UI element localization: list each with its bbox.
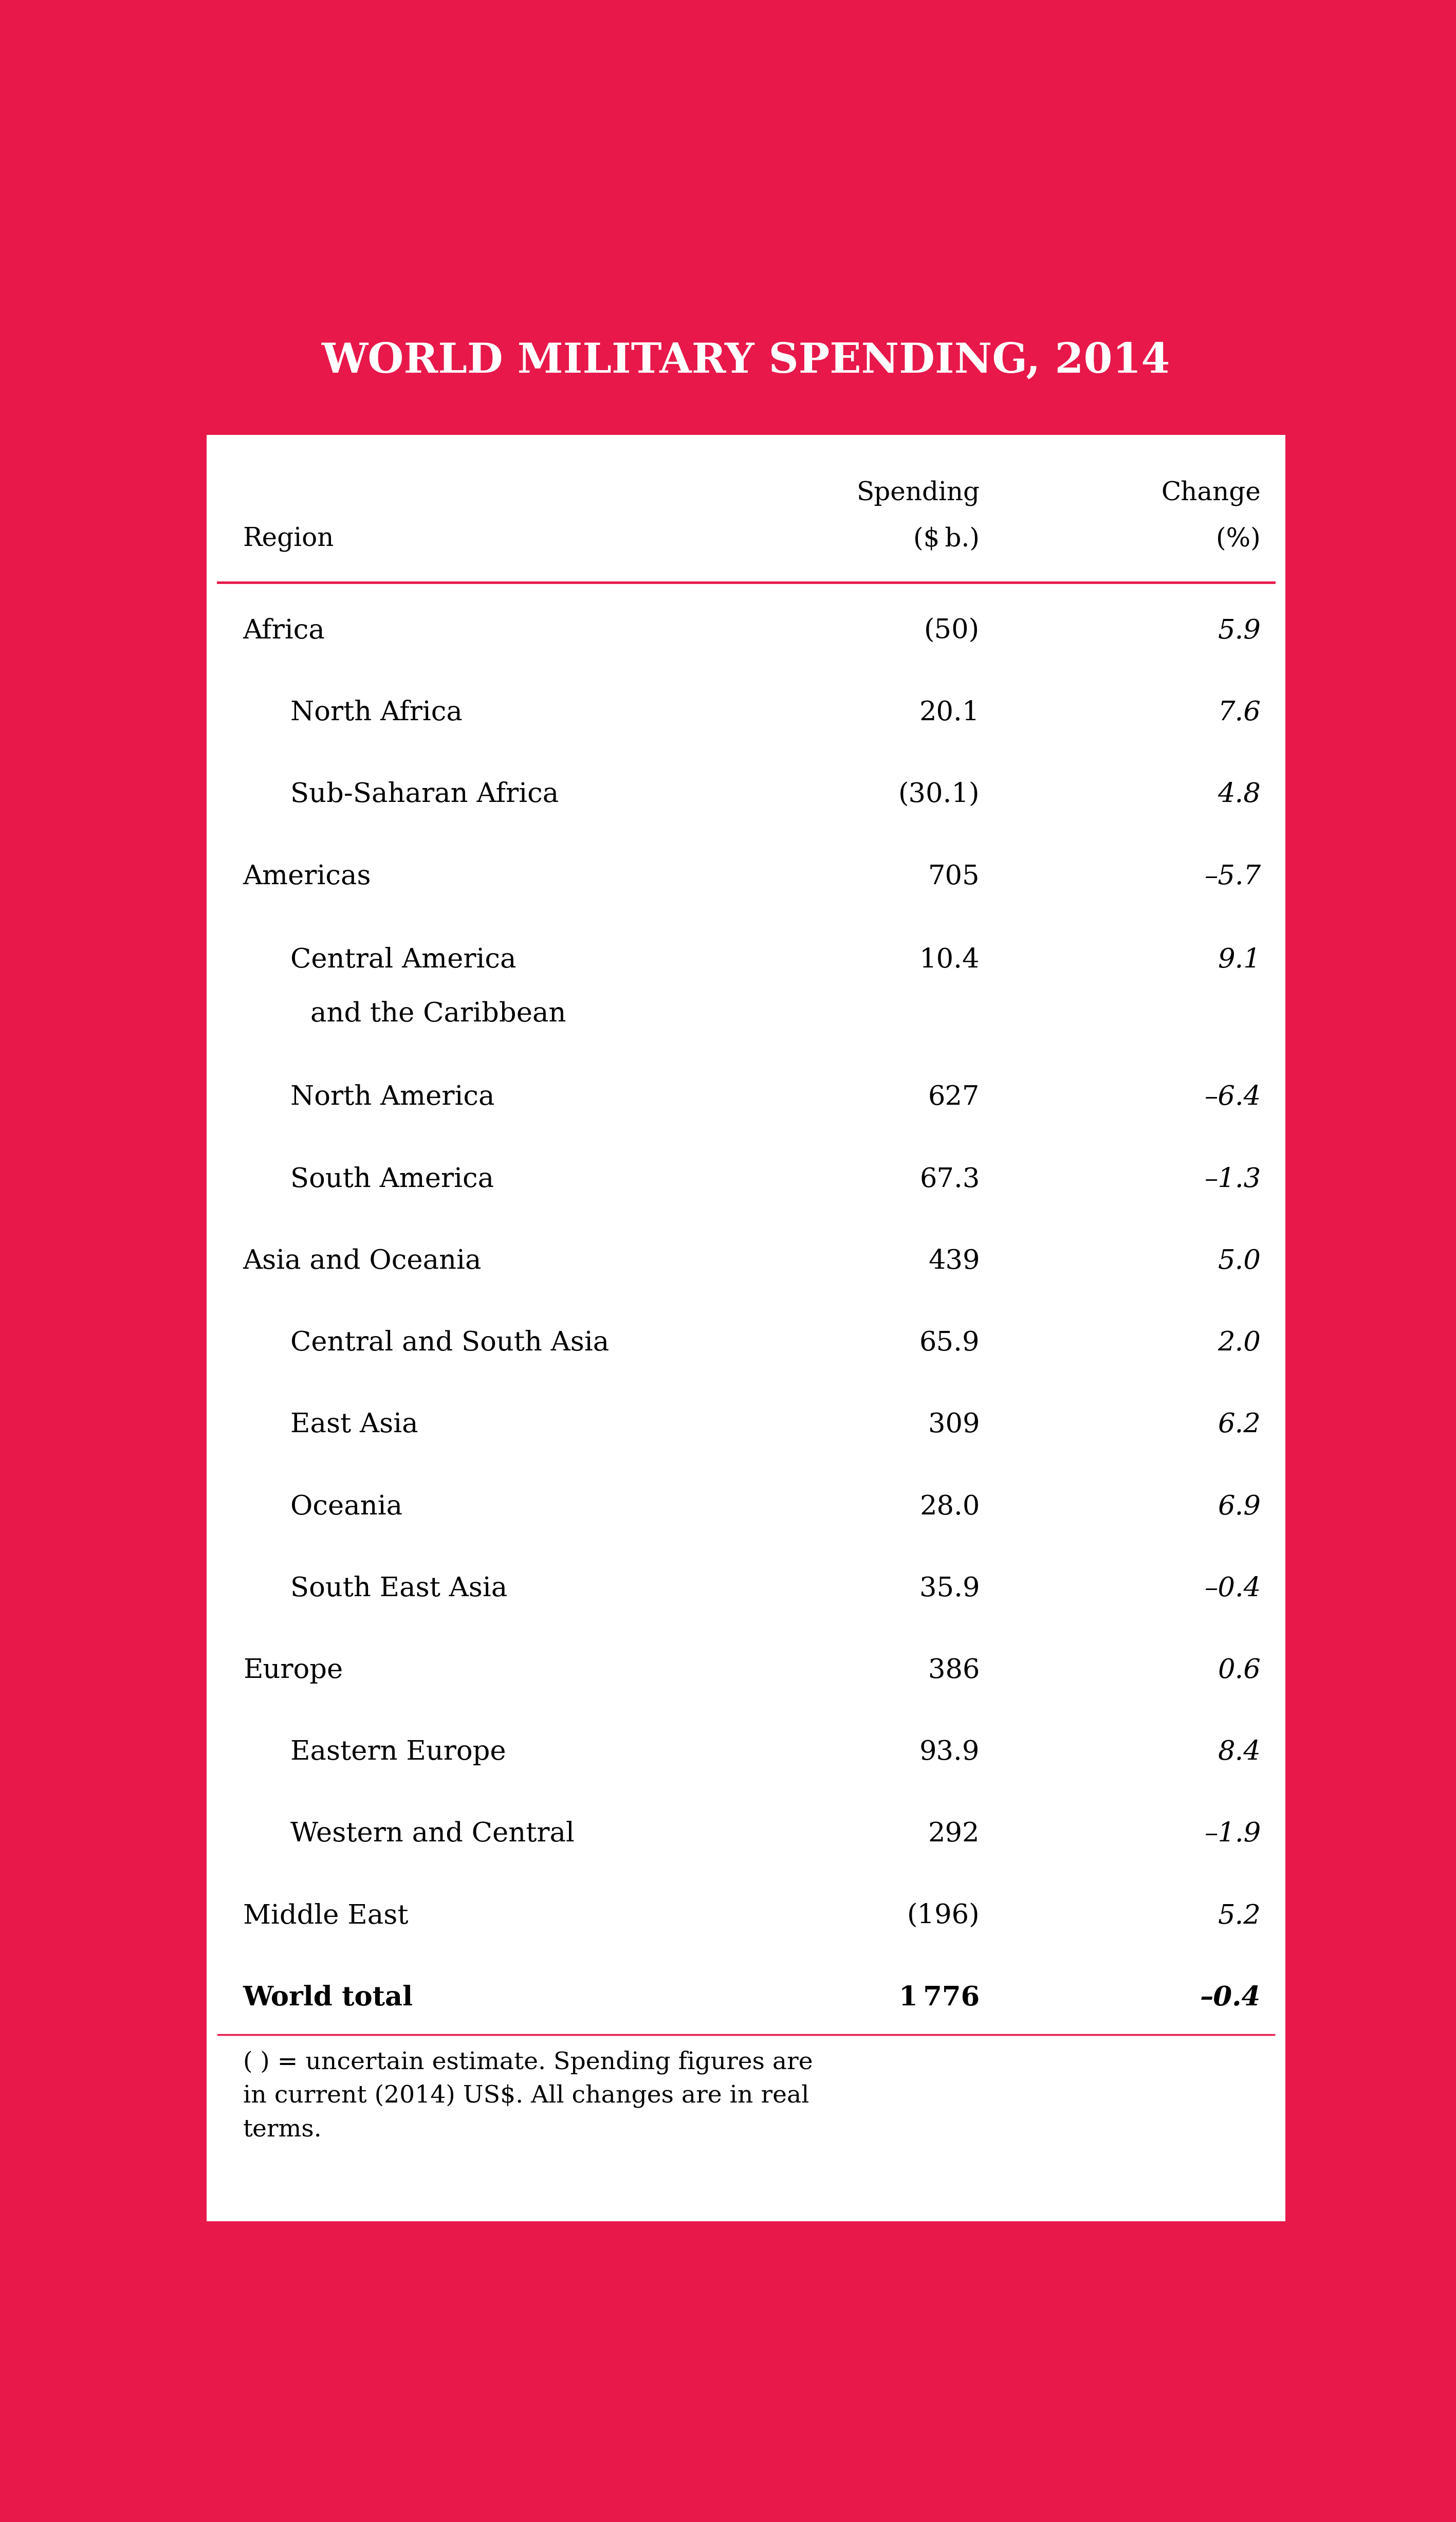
Text: Middle East: Middle East	[243, 1904, 408, 1929]
Text: 6.2: 6.2	[1217, 1412, 1261, 1438]
Text: WORLD MILITARY SPENDING, 2014: WORLD MILITARY SPENDING, 2014	[322, 340, 1171, 381]
Text: Sub-Saharan Africa: Sub-Saharan Africa	[290, 782, 559, 807]
Text: (50): (50)	[925, 618, 980, 643]
Text: 10.4: 10.4	[919, 946, 980, 973]
Text: Asia and Oceania: Asia and Oceania	[243, 1248, 482, 1274]
Text: 8.4: 8.4	[1217, 1740, 1261, 1765]
Text: North America: North America	[290, 1084, 495, 1110]
Text: 5.2: 5.2	[1217, 1904, 1261, 1929]
Text: –6.4: –6.4	[1204, 1084, 1261, 1110]
Text: 65.9: 65.9	[919, 1329, 980, 1357]
Text: and the Caribbean: and the Caribbean	[310, 1001, 566, 1026]
Text: Spending: Spending	[856, 479, 980, 507]
Text: ( ) = uncertain estimate. Spending figures are
in current (2014) US$. All change: ( ) = uncertain estimate. Spending figur…	[243, 2050, 812, 2141]
Text: 705: 705	[927, 863, 980, 890]
Text: World total: World total	[243, 1985, 414, 2010]
Text: 2.0: 2.0	[1217, 1329, 1261, 1357]
Text: –0.4: –0.4	[1200, 1985, 1261, 2010]
Text: 20.1: 20.1	[919, 699, 980, 726]
Text: 5.9: 5.9	[1217, 618, 1261, 643]
Text: Europe: Europe	[243, 1657, 342, 1685]
FancyBboxPatch shape	[182, 303, 1310, 419]
Text: 67.3: 67.3	[919, 1165, 980, 1193]
Text: 7.6: 7.6	[1217, 699, 1261, 726]
Text: 309: 309	[927, 1412, 980, 1438]
Text: –1.3: –1.3	[1204, 1165, 1261, 1193]
Text: Change: Change	[1160, 479, 1261, 507]
Text: (%): (%)	[1216, 527, 1261, 552]
Text: Central America: Central America	[290, 946, 517, 973]
Text: Central and South Asia: Central and South Asia	[290, 1329, 609, 1357]
Text: 0.6: 0.6	[1217, 1657, 1261, 1685]
Text: North Africa: North Africa	[290, 699, 463, 726]
Text: 93.9: 93.9	[919, 1740, 980, 1765]
Text: ($ b.): ($ b.)	[913, 527, 980, 552]
Text: 28.0: 28.0	[919, 1493, 980, 1521]
Text: 5.0: 5.0	[1217, 1248, 1261, 1274]
Text: (196): (196)	[907, 1904, 980, 1929]
Text: Oceania: Oceania	[290, 1493, 402, 1521]
Text: Americas: Americas	[243, 863, 371, 890]
Text: 6.9: 6.9	[1217, 1493, 1261, 1521]
Text: Eastern Europe: Eastern Europe	[290, 1740, 507, 1765]
Text: 1 776: 1 776	[898, 1985, 980, 2010]
Text: –5.7: –5.7	[1204, 863, 1261, 890]
Text: –0.4: –0.4	[1204, 1576, 1261, 1601]
Text: 35.9: 35.9	[919, 1576, 980, 1601]
Text: 627: 627	[927, 1084, 980, 1110]
Text: 386: 386	[927, 1657, 980, 1685]
Text: 9.1: 9.1	[1217, 946, 1261, 973]
Text: 292: 292	[927, 1821, 980, 1846]
Text: East Asia: East Asia	[290, 1412, 418, 1438]
Text: South East Asia: South East Asia	[290, 1576, 507, 1601]
Text: (30.1): (30.1)	[898, 782, 980, 807]
Text: –1.9: –1.9	[1204, 1821, 1261, 1846]
Text: South America: South America	[290, 1165, 494, 1193]
Text: Region: Region	[243, 527, 333, 552]
Text: 439: 439	[927, 1248, 980, 1274]
Text: 4.8: 4.8	[1217, 782, 1261, 807]
FancyBboxPatch shape	[207, 434, 1286, 2222]
Text: Africa: Africa	[243, 618, 325, 643]
Text: Western and Central: Western and Central	[290, 1821, 575, 1846]
